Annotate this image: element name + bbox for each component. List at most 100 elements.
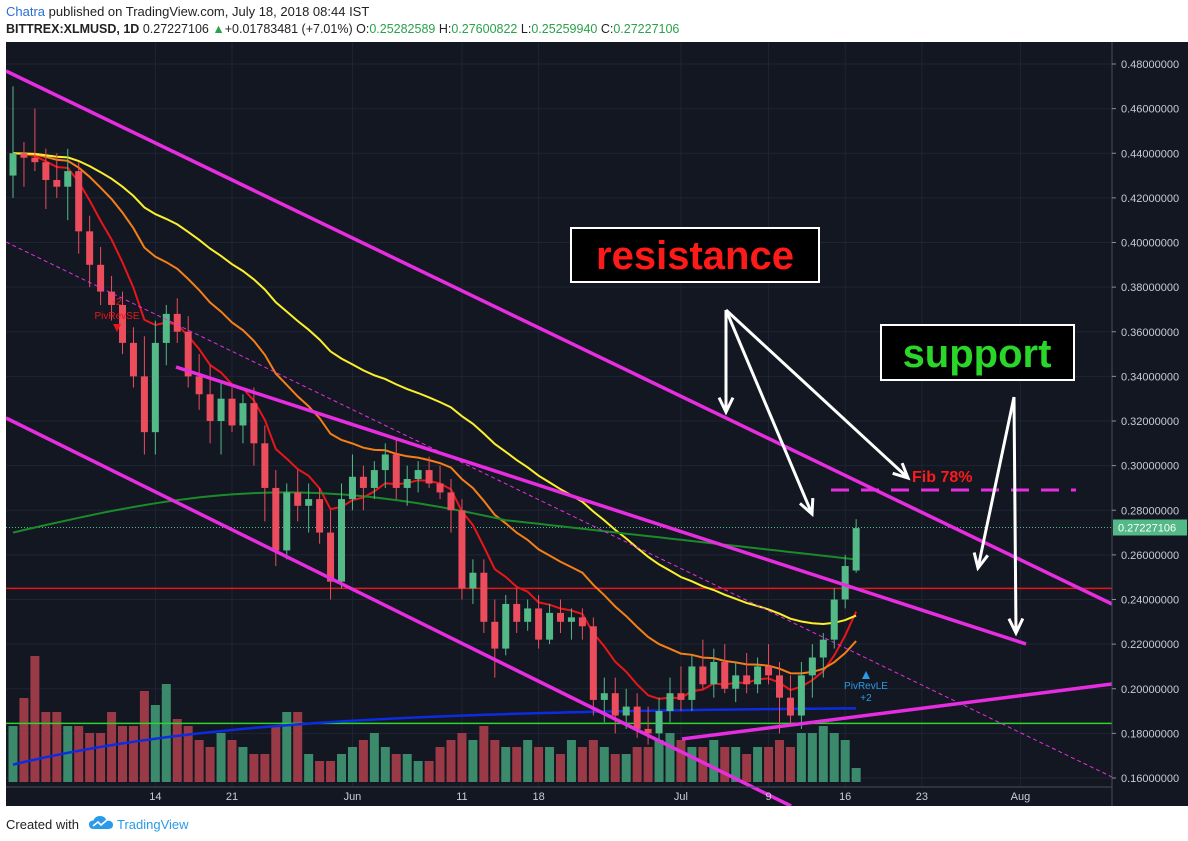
candle-up [830, 599, 838, 640]
y-tick-label: 0.42000000 [1121, 193, 1179, 205]
candle-down [699, 666, 707, 685]
volume-bar [139, 691, 149, 782]
y-tick-label: 0.34000000 [1121, 371, 1179, 383]
candle-up [217, 398, 225, 421]
candle-down [458, 510, 466, 589]
volume-bar [577, 747, 587, 782]
volume-bar [391, 754, 401, 782]
price-chart[interactable]: resistance support Fib 78% -2 PivRevSE PivRev… [5, 42, 1188, 808]
volume-bar [665, 733, 675, 782]
candle-down [721, 661, 729, 689]
volume-bar [556, 754, 565, 782]
volume-bar [545, 747, 555, 782]
volume-bar [807, 733, 817, 782]
triangle-up-icon: ▲ [212, 22, 225, 36]
volume-bar [785, 747, 795, 782]
volume-bar [566, 740, 576, 782]
tradingview-cloud-icon[interactable] [88, 814, 114, 832]
last-price-tag-label: 0.27227106 [1118, 522, 1176, 534]
candle-up [688, 666, 696, 700]
y-tick-label: 0.16000000 [1121, 773, 1179, 785]
symbol-line: BITTREX:XLMUSD, 1D 0.27227106 ▲+0.017834… [6, 22, 679, 36]
volume-bar [227, 740, 237, 782]
x-tick-label: Jun [344, 791, 362, 803]
x-tick-label: 9 [765, 791, 771, 803]
volume-bar [369, 733, 379, 782]
high-label: H: [438, 22, 452, 36]
author-link[interactable]: Chatra [6, 4, 46, 19]
candle-up [808, 657, 816, 676]
candle-up [403, 479, 411, 488]
volume-bar [30, 656, 40, 782]
volume-bar [380, 747, 390, 782]
volume-bar [8, 726, 18, 782]
volume-bar [753, 747, 763, 782]
volume-bar [643, 747, 653, 782]
candle-up [305, 499, 313, 506]
x-tick-label: 23 [916, 791, 928, 803]
x-tick-label: 11 [456, 791, 467, 803]
candle-down [250, 403, 258, 444]
candle-up [9, 153, 17, 176]
tradingview-brand-link[interactable]: TradingView [117, 817, 189, 832]
candle-up [151, 342, 159, 433]
created-with-text: Created with [6, 817, 79, 832]
resistance-label-box [570, 227, 820, 283]
open-value: 0.25282589 [369, 22, 436, 36]
candle-down [327, 532, 335, 582]
upper-channel-line [5, 69, 1113, 606]
x-tick-label: Jul [674, 791, 688, 803]
median-dashed-line [5, 241, 1113, 778]
ema-orange-line [12, 152, 857, 675]
rising-support-line [681, 682, 1113, 741]
y-tick-label: 0.38000000 [1121, 282, 1179, 294]
candle-down [75, 171, 83, 232]
y-tick-label: 0.48000000 [1121, 59, 1179, 71]
y-tick-label: 0.18000000 [1121, 728, 1179, 740]
candle-up [797, 675, 805, 716]
candle-down [42, 162, 50, 181]
candle-down [31, 157, 39, 163]
volume-bar [588, 740, 598, 782]
candle-down [272, 487, 280, 551]
volume-bar [698, 747, 708, 782]
resistance-arrow-3-head [892, 462, 911, 481]
candle-up [370, 470, 378, 488]
candle-down [294, 492, 302, 506]
candle-up [732, 675, 740, 689]
candle-down [86, 231, 94, 265]
candle-down [184, 331, 192, 377]
candle-up [64, 171, 72, 187]
volume-bar [676, 740, 686, 782]
last-price: 0.27227106 [142, 22, 209, 36]
volume-bar [172, 719, 182, 782]
candle-down [173, 313, 181, 332]
volume-bar [161, 684, 171, 782]
volume-bar [742, 754, 752, 782]
candle-up [348, 476, 356, 500]
candle-down [119, 304, 126, 343]
volume-bar [304, 754, 314, 782]
y-tick-label: 0.32000000 [1121, 416, 1179, 428]
x-tick-label: 14 [149, 791, 161, 803]
volume-bar [238, 747, 248, 782]
volume-bar [457, 733, 467, 782]
candle-up [381, 454, 389, 471]
high-value: 0.27600822 [451, 22, 518, 36]
fib-label: Fib 78% [912, 469, 972, 486]
candle-down [786, 697, 794, 716]
resistance-arrow-2-head [798, 497, 815, 518]
volume-bar [512, 747, 522, 782]
volume-bar [523, 740, 533, 782]
resistance-arrow-3 [724, 308, 910, 480]
volume-bar [293, 712, 303, 782]
volume-bar [194, 740, 204, 782]
volume-bar [840, 740, 850, 782]
candle-down [480, 572, 488, 622]
candle-down [359, 476, 367, 488]
header: Chatra published on TradingView.com, Jul… [0, 0, 1188, 42]
chart-area[interactable]: resistance support Fib 78% -2 PivRevSE PivRev… [5, 42, 1188, 808]
volume-bar [468, 740, 478, 782]
candle-up [502, 603, 510, 649]
candle-down [765, 666, 773, 676]
